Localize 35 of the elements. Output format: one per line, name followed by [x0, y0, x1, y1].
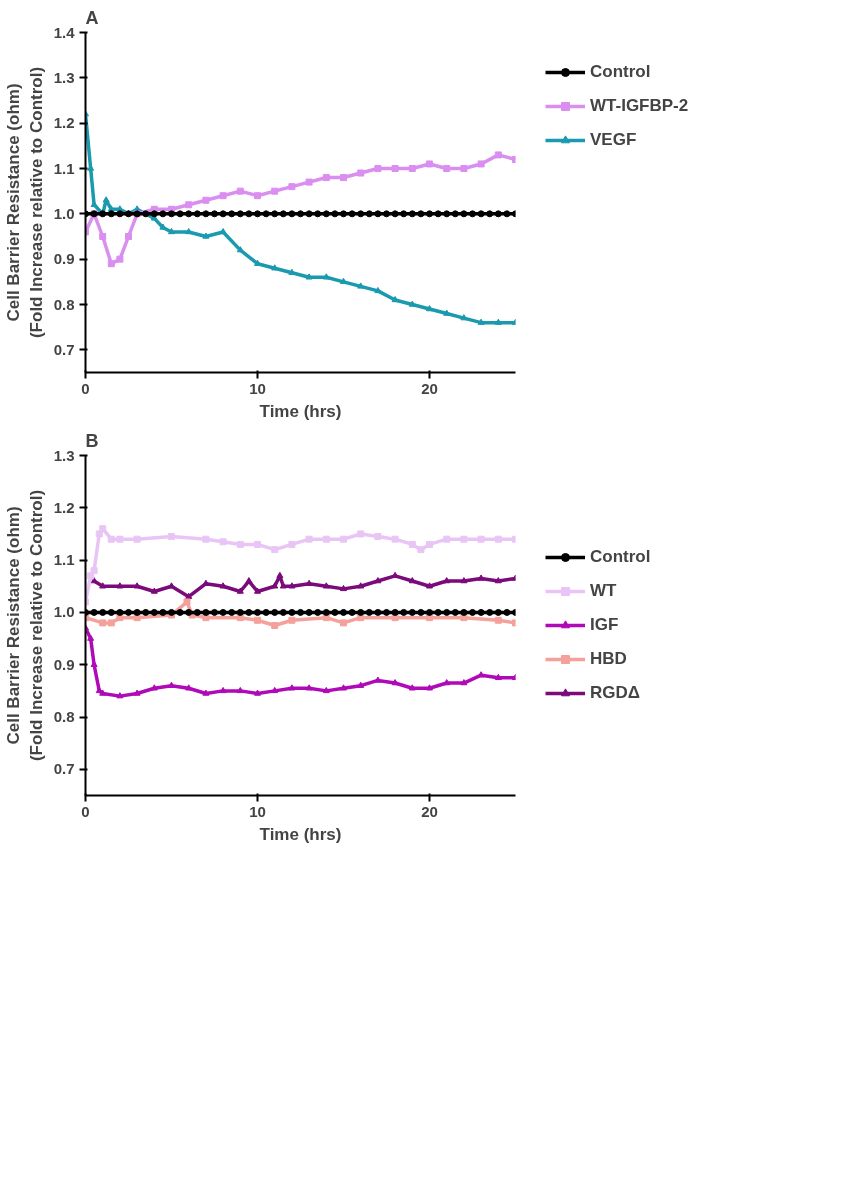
legend-label: WT: [590, 581, 617, 601]
legend-label: IGF: [590, 615, 619, 635]
y-tick-label: 0.8: [53, 295, 75, 313]
y-tick-label: 1.3: [53, 446, 75, 464]
x-tick-label: 0: [81, 802, 90, 820]
y-tick-label: 0.7: [53, 760, 75, 778]
y-tick-label: 1.3: [53, 68, 75, 86]
x-axis-title: Time (hrs): [259, 401, 342, 421]
y-tick-label: 1.0: [53, 204, 75, 222]
y-tick-label: 1.1: [53, 159, 75, 177]
legend-label: HBD: [590, 649, 627, 669]
y-tick-label: 0.8: [53, 708, 75, 726]
y-tick-label: 0.7: [53, 340, 75, 358]
chart-title: A: [85, 7, 99, 28]
y-axis-title: Cell Barrier Resistance (ohm) (Fold Increase relative to Control): [3, 489, 46, 762]
x-tick-label: 20: [421, 802, 438, 820]
legend-label: RGDΔ: [590, 683, 640, 703]
y-tick-label: 1.2: [53, 114, 75, 132]
y-tick-label: 1.0: [53, 603, 75, 621]
x-tick-label: 20: [421, 379, 438, 397]
y-tick-label: 1.2: [53, 498, 75, 516]
x-axis-title: Time (hrs): [259, 824, 342, 844]
x-tick-label: 10: [249, 379, 266, 397]
legend-label: WT-IGFBP-2: [590, 96, 689, 116]
y-tick-label: 0.9: [53, 250, 75, 268]
legend-label: Control: [590, 547, 651, 567]
y-tick-label: 1.1: [53, 551, 75, 569]
chart-title: B: [85, 430, 99, 451]
x-tick-label: 0: [81, 379, 90, 397]
legend-label: VEGF: [590, 130, 637, 150]
y-axis-title: Cell Barrier Resistance (ohm) (Fold Increase relative to Control): [3, 66, 46, 339]
x-tick-label: 10: [249, 802, 266, 820]
y-tick-label: 1.4: [53, 23, 76, 41]
legend-label: Control: [590, 62, 651, 82]
y-tick-label: 0.9: [53, 655, 75, 673]
